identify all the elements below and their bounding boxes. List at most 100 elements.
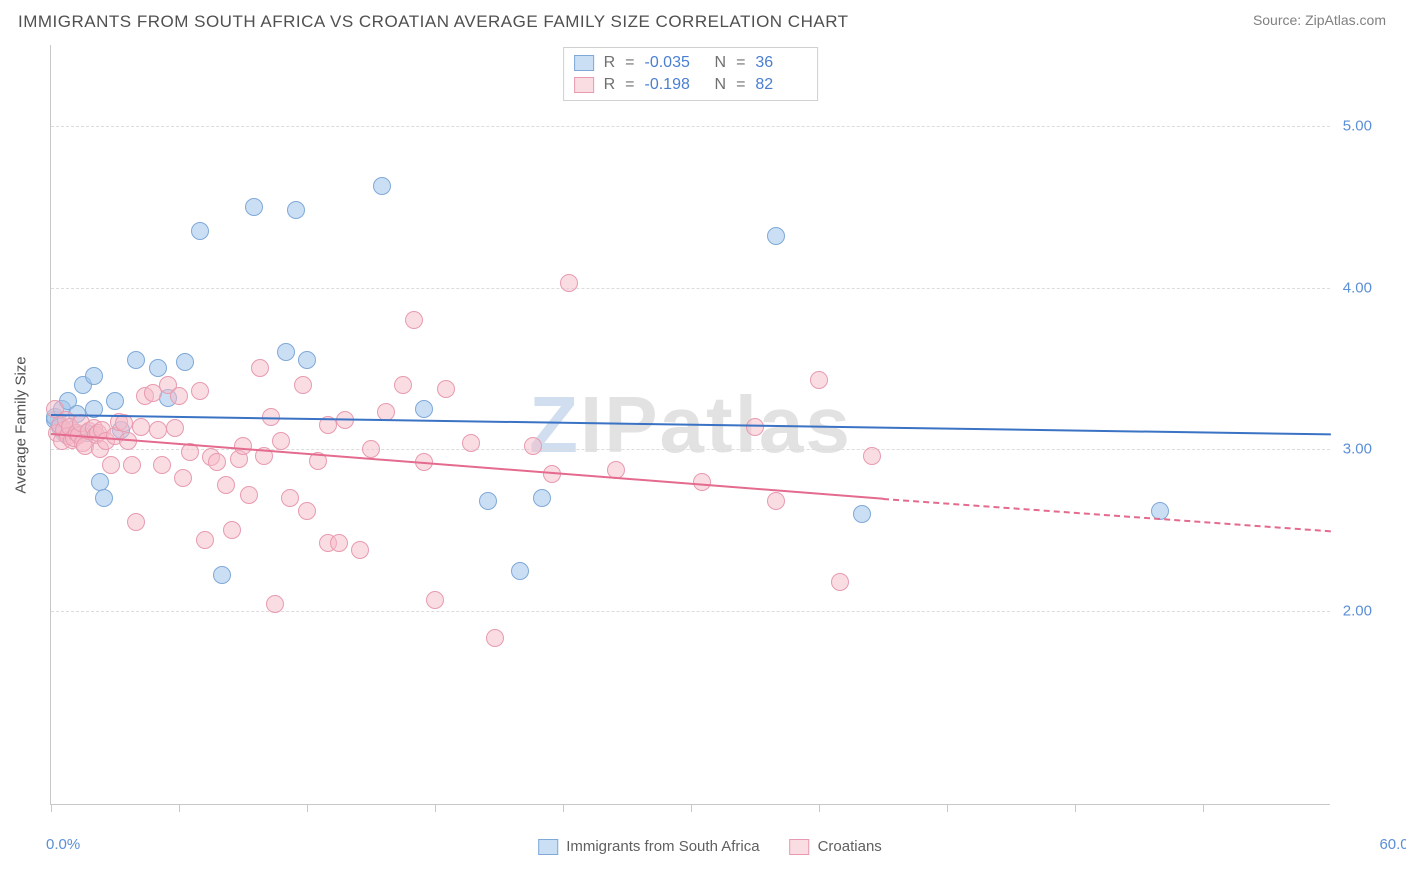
data-point [294, 376, 312, 394]
data-point [127, 513, 145, 531]
trend-line [51, 414, 1331, 435]
data-point [287, 201, 305, 219]
legend-label: Immigrants from South Africa [566, 838, 759, 855]
data-point [176, 353, 194, 371]
data-point [153, 456, 171, 474]
correlation-stats-box: R = -0.035 N = 36 R = -0.198 N = 82 [563, 47, 819, 101]
x-tick [1203, 804, 1204, 812]
data-point [524, 437, 542, 455]
data-point [213, 566, 231, 584]
x-tick [819, 804, 820, 812]
data-point [462, 434, 480, 452]
x-tick [691, 804, 692, 812]
data-point [132, 418, 150, 436]
legend-item: Croatians [790, 838, 882, 855]
equals-sign: = [736, 54, 745, 72]
data-point [223, 521, 241, 539]
plot-area: Average Family Size ZIPatlas R=-0.035N=3… [50, 45, 1330, 805]
data-point [831, 573, 849, 591]
data-point [486, 629, 504, 647]
data-point [149, 421, 167, 439]
stat-n-value: 82 [755, 76, 807, 94]
stat-n-label: N [715, 76, 727, 94]
stat-n-label: N [715, 54, 727, 72]
data-point [170, 387, 188, 405]
data-point [123, 456, 141, 474]
x-tick [435, 804, 436, 812]
gridline [51, 126, 1330, 127]
data-point [106, 392, 124, 410]
stat-row: R = -0.198 N = 82 [574, 74, 808, 96]
legend-swatch [538, 839, 558, 855]
data-point [693, 473, 711, 491]
data-point [217, 476, 235, 494]
x-axis-max-label: 60.0% [1379, 836, 1406, 853]
data-point [196, 531, 214, 549]
data-point [281, 489, 299, 507]
equals-sign: = [625, 54, 634, 72]
data-point [298, 502, 316, 520]
chart-title: IMMIGRANTS FROM SOUTH AFRICA VS CROATIAN… [18, 12, 849, 32]
legend-item: Immigrants from South Africa [538, 838, 759, 855]
data-point [810, 371, 828, 389]
correlation-chart: Average Family Size ZIPatlas R=-0.035N=3… [50, 45, 1370, 825]
data-point [191, 222, 209, 240]
data-point [767, 227, 785, 245]
data-point [166, 419, 184, 437]
data-point [191, 382, 209, 400]
data-point [127, 351, 145, 369]
y-tick-label: 3.00 [1343, 441, 1372, 458]
y-tick-label: 5.00 [1343, 117, 1372, 134]
x-tick [307, 804, 308, 812]
data-point [272, 432, 290, 450]
y-tick-label: 4.00 [1343, 279, 1372, 296]
data-point [85, 367, 103, 385]
x-tick [179, 804, 180, 812]
x-tick [947, 804, 948, 812]
data-point [511, 562, 529, 580]
stat-r-value: -0.198 [645, 76, 697, 94]
stat-n-value: 36 [755, 54, 807, 72]
data-point [560, 274, 578, 292]
x-tick [563, 804, 564, 812]
data-point [853, 505, 871, 523]
data-point [437, 380, 455, 398]
data-point [405, 311, 423, 329]
gridline [51, 611, 1330, 612]
equals-sign: = [625, 76, 634, 94]
data-point [373, 177, 391, 195]
data-point [533, 489, 551, 507]
data-point [245, 198, 263, 216]
stat-r-label: R [604, 54, 616, 72]
data-point [767, 492, 785, 510]
data-point [102, 456, 120, 474]
source-attribution: Source: ZipAtlas.com [1253, 12, 1386, 28]
data-point [95, 489, 113, 507]
gridline [51, 288, 1330, 289]
legend-swatch [574, 55, 594, 71]
data-point [149, 359, 167, 377]
legend-swatch [790, 839, 810, 855]
data-point [234, 437, 252, 455]
stat-row: R = -0.035 N = 36 [574, 52, 808, 74]
data-point [415, 400, 433, 418]
data-point [330, 534, 348, 552]
data-point [208, 453, 226, 471]
data-point [351, 541, 369, 559]
data-point [362, 440, 380, 458]
data-point [251, 359, 269, 377]
stat-r-label: R [604, 76, 616, 94]
data-point [298, 351, 316, 369]
x-tick [51, 804, 52, 812]
data-point [240, 486, 258, 504]
data-point [479, 492, 497, 510]
data-point [91, 473, 109, 491]
data-point [863, 447, 881, 465]
stat-r-value: -0.035 [645, 54, 697, 72]
data-point [394, 376, 412, 394]
legend-swatch [574, 77, 594, 93]
equals-sign: = [736, 76, 745, 94]
data-point [266, 595, 284, 613]
data-point [426, 591, 444, 609]
legend-label: Croatians [818, 838, 882, 855]
